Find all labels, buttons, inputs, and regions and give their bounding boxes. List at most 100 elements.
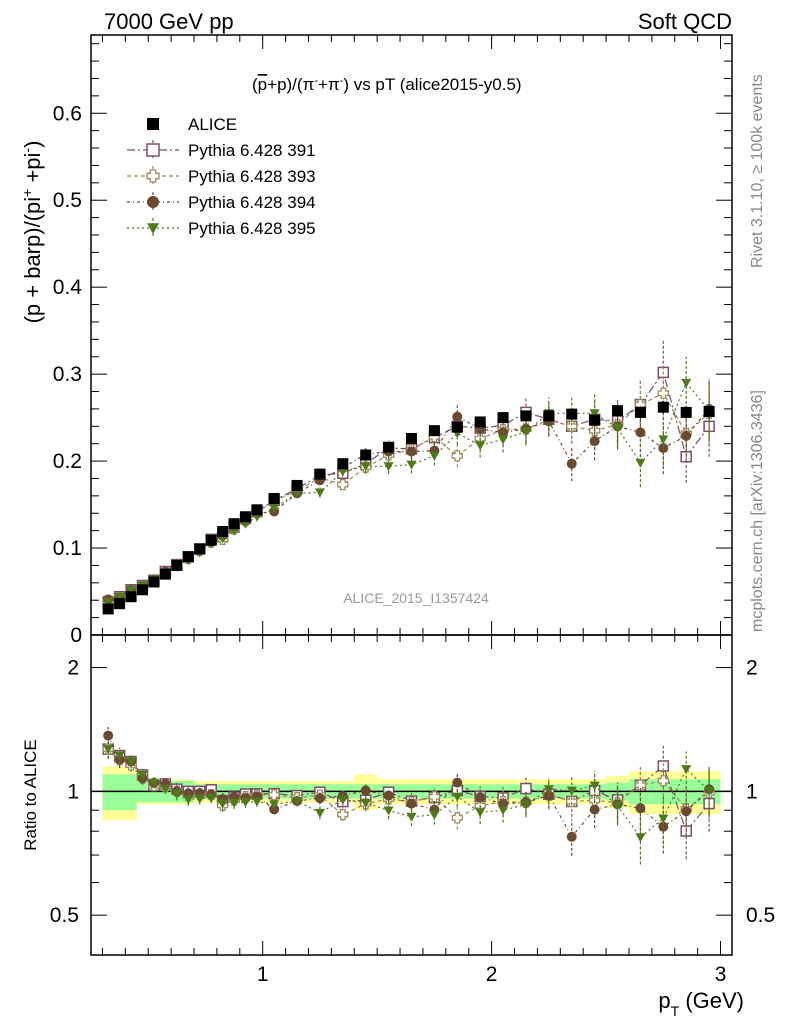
data-point: [360, 462, 371, 472]
ratio-point: [543, 785, 554, 795]
alice-point: [406, 432, 417, 444]
alice-point: [589, 414, 601, 426]
legend-label: ALICE: [188, 115, 237, 134]
legend-label: Pythia 6.428 395: [188, 219, 316, 238]
ratio-point: [206, 794, 217, 804]
alice-point: [520, 410, 532, 422]
ratio-tick-label-right: 0.5: [746, 904, 775, 927]
series-2: [102, 367, 715, 608]
xlabel-sub: T: [671, 1003, 680, 1019]
alice-point: [171, 559, 183, 571]
data-point: [406, 446, 417, 457]
ratio-point: [360, 785, 371, 796]
y-tick-label: 0.2: [53, 450, 82, 473]
legend-item: Pythia 6.428 395: [127, 218, 316, 238]
data-point: [126, 585, 137, 595]
ratio-tick-label-left: 1: [67, 780, 79, 803]
ratio-series-line: [107, 748, 710, 819]
ratio-point: [635, 833, 646, 843]
legend-label: Pythia 6.428 394: [188, 193, 316, 212]
title-open: (: [252, 75, 258, 94]
ratio-series-line: [107, 748, 710, 839]
x-tick-label: 3: [715, 963, 727, 986]
ratio-point: [137, 770, 148, 780]
alice-point: [612, 405, 624, 417]
ylabel-sup: +: [19, 189, 35, 197]
ratio-plot-frame: [90, 634, 733, 956]
alice-point: [251, 504, 263, 516]
ratio-point: [126, 757, 137, 767]
data-point: [103, 597, 114, 607]
series-line: [107, 381, 710, 603]
ratio-tick-label-right: 1: [746, 780, 758, 803]
alice-point: [337, 458, 349, 470]
ratio-point: [194, 794, 205, 804]
xlabel-unit: (GeV): [679, 988, 744, 1013]
legend: ALICE Pythia 6.428 391 Pythia 6.428 393 Pyt…: [127, 115, 316, 238]
data-point: [566, 420, 578, 432]
alice-point: [217, 526, 229, 538]
series-alice: [102, 401, 715, 615]
legend-label: Pythia 6.428 391: [188, 141, 316, 160]
alice-point: [228, 518, 240, 530]
ratio-band-green: [102, 774, 137, 811]
ratio-point: [217, 799, 228, 809]
legend-item: Pythia 6.428 394: [127, 192, 316, 212]
legend-item: ALICE: [147, 115, 237, 134]
data-point: [383, 462, 394, 472]
ratio-tick-label-right: 2: [746, 657, 758, 680]
alice-point: [634, 406, 646, 418]
ratio-point: [183, 795, 194, 805]
data-point: [612, 424, 623, 434]
ratio-point: [314, 793, 325, 804]
data-point: [452, 411, 463, 422]
ratio-series-line: [107, 735, 710, 838]
ratio-point: [635, 803, 646, 814]
data-point: [114, 592, 125, 602]
ratio-point: [229, 798, 240, 808]
y-tick-label: 0.3: [53, 363, 82, 386]
ratio-point: [681, 765, 692, 775]
alice-point: [114, 598, 126, 610]
ratio-point: [452, 792, 463, 802]
ratio-point: [269, 800, 280, 810]
alice-point: [451, 421, 463, 433]
alice-point: [125, 591, 137, 603]
data-point: [658, 435, 669, 445]
ylabel-main: (p + barp)/(pi: [20, 197, 45, 324]
header-energy-label: 7000 GeV pp: [104, 9, 234, 34]
ratio-point: [383, 806, 394, 816]
data-point: [657, 387, 669, 399]
ratio-y-axis-label: Ratio to ALICE: [21, 739, 40, 851]
ratio-point: [337, 795, 348, 805]
y-axis-label: (p + barp)/(pi+ +pi-): [19, 141, 45, 324]
x-axis-label: pT (GeV): [658, 988, 744, 1019]
ratio-point: [337, 808, 349, 821]
legend-marker: [147, 223, 159, 234]
data-point: [498, 435, 509, 445]
alice-point: [205, 534, 217, 546]
alice-point: [194, 543, 206, 555]
data-point: [589, 409, 600, 419]
data-point: [406, 460, 417, 470]
alice-point: [137, 584, 149, 596]
ratio-point: [103, 745, 114, 755]
ratio-point: [292, 796, 303, 806]
ratio-point: [148, 778, 159, 788]
data-point: [681, 430, 692, 441]
legend-marker: [146, 169, 160, 183]
y-tick-label: 0.6: [53, 102, 82, 125]
ratio-point: [704, 786, 715, 796]
data-point: [292, 489, 303, 499]
alice-point: [159, 568, 171, 580]
alice-point: [680, 406, 692, 418]
legend-item: Pythia 6.428 391: [127, 140, 316, 160]
data-point: [520, 427, 531, 437]
title-mid2: +π: [318, 75, 340, 94]
data-point: [681, 378, 692, 388]
series-line: [108, 408, 710, 600]
ratio-point: [589, 804, 600, 815]
ratio-point: [520, 800, 531, 810]
data-point: [589, 436, 600, 447]
ratio-point: [240, 798, 251, 808]
